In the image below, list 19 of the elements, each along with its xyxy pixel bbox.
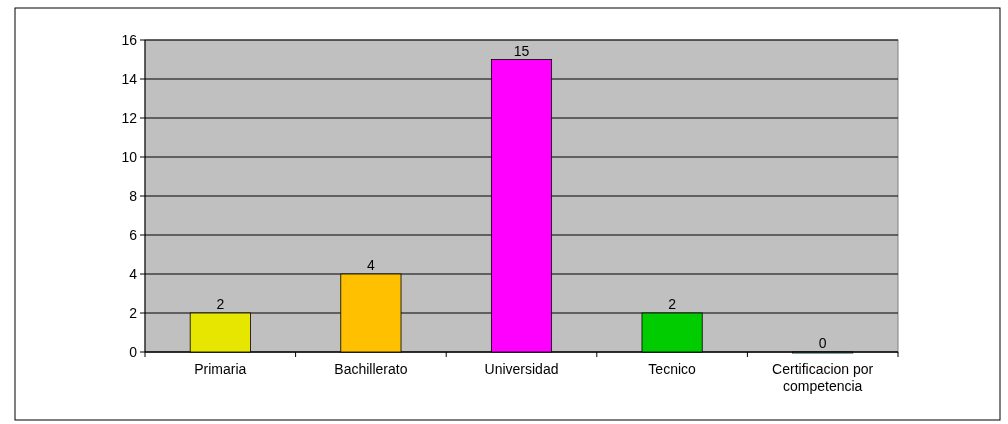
y-tick-label: 8 <box>129 187 138 204</box>
y-tick-label: 4 <box>129 265 138 282</box>
data-label: 2 <box>668 296 677 312</box>
x-tick-label: Primaria <box>194 361 247 377</box>
y-tick-label: 12 <box>121 109 138 126</box>
data-label: 0 <box>818 335 827 351</box>
y-tick-label: 2 <box>129 304 138 321</box>
x-tick-label: Tecnico <box>648 361 697 377</box>
y-tick-label: 10 <box>121 148 138 165</box>
y-tick-label: 6 <box>129 226 138 243</box>
x-tick-label: Bachillerato <box>334 361 408 377</box>
y-tick-label: 16 <box>121 31 138 48</box>
data-label: 2 <box>216 296 225 312</box>
x-tick-label: Certificacion por competencia <box>772 361 874 394</box>
y-tick-label: 0 <box>129 343 138 360</box>
data-label: 4 <box>367 257 375 273</box>
data-label: 15 <box>513 42 530 59</box>
y-tick-label: 14 <box>121 70 138 87</box>
x-tick-label: Universidad <box>484 361 559 377</box>
